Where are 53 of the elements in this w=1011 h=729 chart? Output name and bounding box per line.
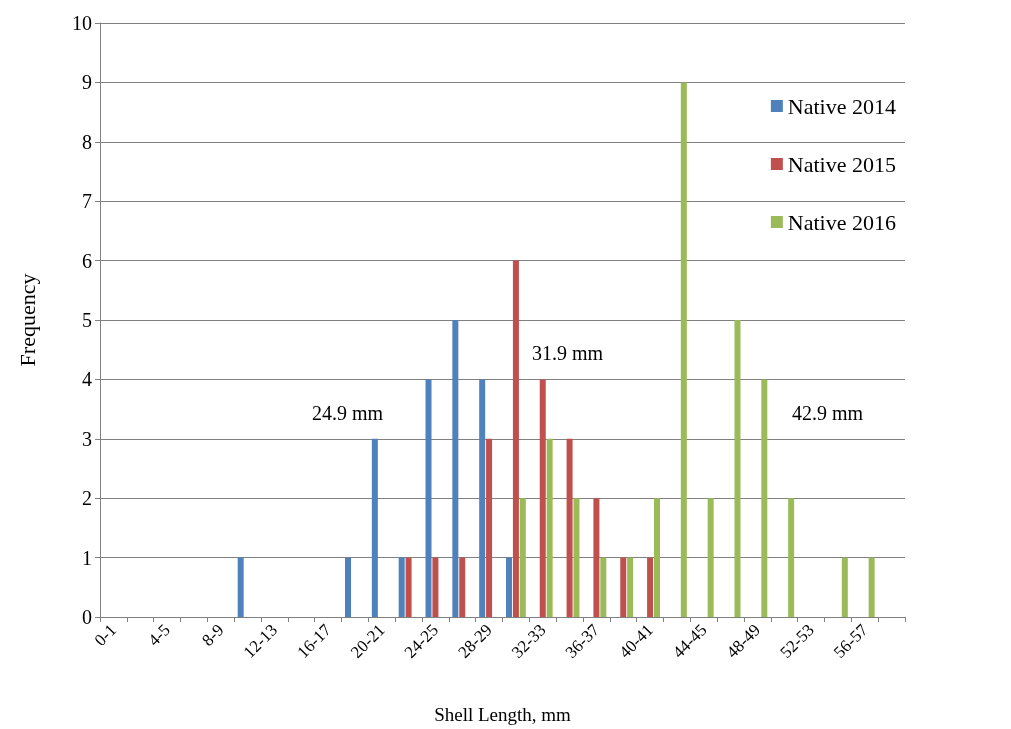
bar	[653, 498, 660, 617]
y-tick-label: 0	[82, 606, 92, 628]
annotation: 31.9 mm	[532, 342, 604, 364]
x-tick-label: 0-1	[90, 620, 121, 650]
bar	[405, 557, 412, 617]
bar	[734, 320, 741, 617]
bar	[600, 557, 607, 617]
x-axis-title: Shell Length, mm	[434, 704, 572, 725]
bar	[539, 379, 546, 617]
bar	[486, 438, 493, 617]
bar	[620, 557, 627, 617]
bar	[593, 498, 600, 617]
y-tick-label: 3	[82, 427, 92, 450]
annotation: 24.9 mm	[312, 402, 384, 424]
bar	[345, 557, 352, 617]
bar	[841, 557, 848, 617]
bar	[479, 379, 486, 617]
bar	[707, 498, 714, 617]
bar	[680, 82, 687, 617]
bar	[371, 438, 378, 617]
bar	[237, 557, 244, 617]
bar	[788, 498, 795, 617]
bar	[432, 557, 439, 617]
x-tick-label: 4-5	[144, 620, 174, 650]
bar	[459, 557, 466, 617]
bar	[512, 260, 519, 617]
legend-label: Native 2015	[787, 151, 897, 177]
bar	[573, 498, 580, 617]
bar	[761, 379, 768, 617]
bar	[546, 438, 553, 617]
bar	[566, 438, 573, 617]
x-tick-label: 8-9	[198, 620, 228, 650]
y-tick-label: 8	[82, 130, 92, 153]
y-tick-label: 1	[82, 546, 92, 569]
y-tick-label: 6	[82, 249, 92, 272]
bar	[425, 379, 432, 617]
y-tick-label: 10	[72, 12, 92, 34]
y-axis-title: Frequency	[14, 273, 40, 367]
y-tick-label: 2	[82, 487, 92, 510]
y-tick-label: 7	[82, 190, 92, 213]
y-tick-label: 9	[82, 71, 92, 94]
bar	[398, 557, 405, 617]
bar	[452, 320, 459, 617]
annotation: 42.9 mm	[792, 402, 864, 424]
bar	[506, 557, 513, 617]
y-tick-label: 5	[82, 309, 92, 331]
bar	[868, 557, 875, 617]
legend-label: Native 2014	[787, 93, 897, 119]
bar	[519, 498, 526, 617]
bar	[627, 557, 634, 617]
legend-label: Native 2016	[787, 209, 897, 235]
bar	[647, 557, 654, 617]
y-tick-label: 4	[82, 368, 92, 391]
